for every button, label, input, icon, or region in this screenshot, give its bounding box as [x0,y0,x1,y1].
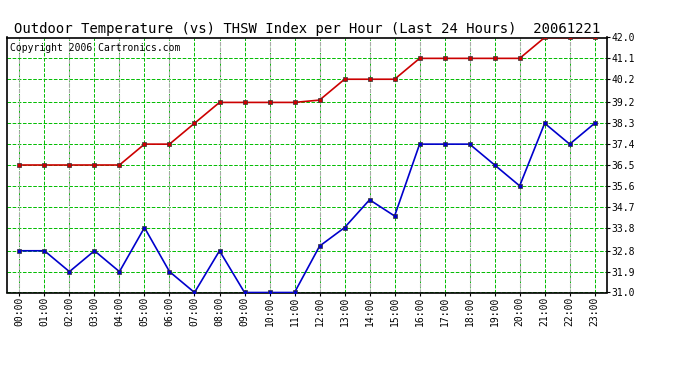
Text: Copyright 2006 Cartronics.com: Copyright 2006 Cartronics.com [10,43,180,52]
Title: Outdoor Temperature (vs) THSW Index per Hour (Last 24 Hours)  20061221: Outdoor Temperature (vs) THSW Index per … [14,22,600,36]
